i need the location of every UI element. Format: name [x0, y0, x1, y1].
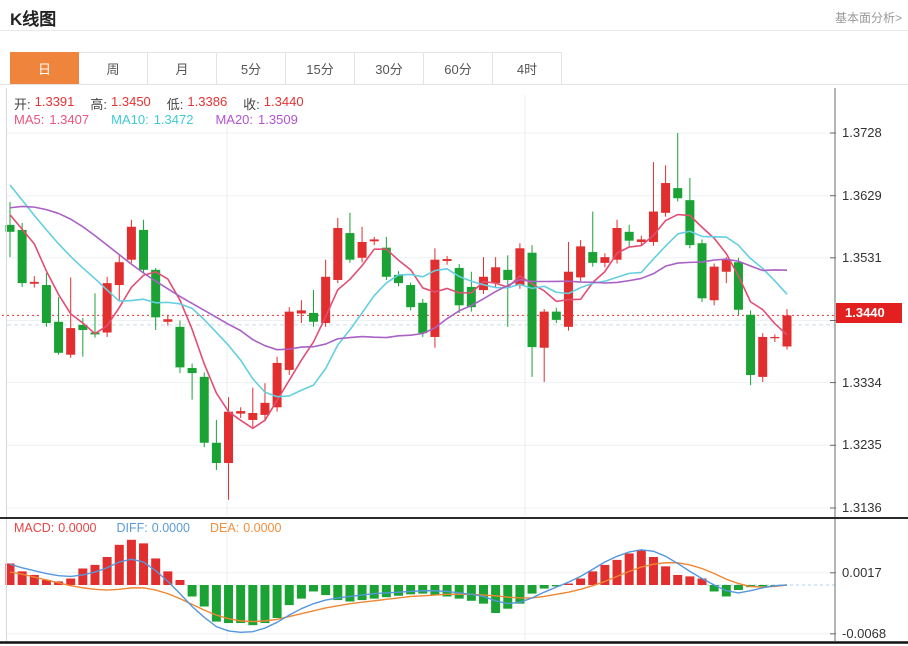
ma20-label: MA20:: [215, 112, 254, 127]
tab-30min[interactable]: 30分: [355, 52, 424, 85]
title-divider: [0, 30, 908, 31]
tabbar-underline: [0, 84, 908, 85]
current-price-badge: 1.3440: [836, 303, 902, 323]
macd-legend-row: MACD: 0.0000 DIFF: 0.0000 DEA: 0.0000: [14, 521, 281, 535]
interval-tabbar: 日 周 月 5分 15分 30分 60分 4时: [10, 52, 562, 85]
close-value: 1.3440: [263, 94, 304, 109]
ma5-value: 1.3407: [49, 112, 90, 127]
close-group: 收: 1.3440: [243, 94, 303, 113]
macd-group: MACD: 0.0000: [14, 521, 97, 535]
page-title: K线图: [10, 10, 57, 29]
high-value: 1.3450: [111, 94, 151, 109]
ma5-group: MA5: 1.3407: [14, 112, 89, 127]
open-value: 1.3391: [34, 94, 75, 109]
ma10-group: MA10: 1.3472: [111, 112, 193, 127]
price-tick-3: 1.3531: [842, 250, 882, 265]
macd-label: MACD:: [14, 521, 55, 535]
ma20-group: MA20: 1.3509: [215, 112, 297, 127]
diff-group: DIFF: 0.0000: [117, 521, 190, 535]
open-group: 开: 1.3391: [14, 94, 74, 113]
diff-value: 0.0000: [151, 521, 190, 535]
ma20-value: 1.3509: [258, 112, 298, 127]
ma10-label: MA10:: [111, 112, 149, 127]
tab-5min[interactable]: 5分: [217, 52, 286, 85]
price-tick-2: 1.3629: [842, 188, 882, 203]
tab-month[interactable]: 月: [148, 52, 217, 85]
fundamental-analysis-link[interactable]: 基本面分析>: [834, 11, 902, 25]
price-tick-6: 1.3136: [842, 500, 882, 515]
dea-group: DEA: 0.0000: [210, 521, 281, 535]
macd-tick-1: 0.0017: [842, 565, 882, 580]
high-label: 高:: [90, 97, 108, 112]
close-label: 收:: [243, 97, 260, 112]
tab-60min[interactable]: 60分: [424, 52, 493, 85]
open-label: 开:: [14, 97, 31, 112]
high-group: 高: 1.3450: [90, 94, 150, 113]
dea-label: DEA:: [210, 521, 240, 535]
low-group: 低: 1.3386: [167, 94, 227, 113]
ma5-label: MA5:: [14, 112, 45, 127]
tab-day[interactable]: 日: [10, 52, 79, 85]
low-label: 低:: [166, 97, 184, 112]
ohlc-row: 开: 1.3391 高: 1.3450 低: 1.3386 收: 1.3440: [14, 94, 304, 113]
price-tick-5: 1.3235: [842, 437, 882, 452]
macd-tick-2: -0.0068: [842, 626, 887, 641]
price-tick-4: 1.3334: [842, 375, 882, 390]
low-value: 1.3386: [187, 94, 228, 109]
ma10-value: 1.3472: [153, 112, 194, 127]
ma-legend-row: MA5: 1.3407 MA10: 1.3472 MA20: 1.3509: [14, 112, 298, 127]
dea-value: 0.0000: [243, 521, 282, 535]
diff-label: DIFF:: [116, 521, 148, 535]
price-tick-1: 1.3728: [842, 125, 882, 140]
macd-value: 0.0000: [58, 521, 97, 535]
